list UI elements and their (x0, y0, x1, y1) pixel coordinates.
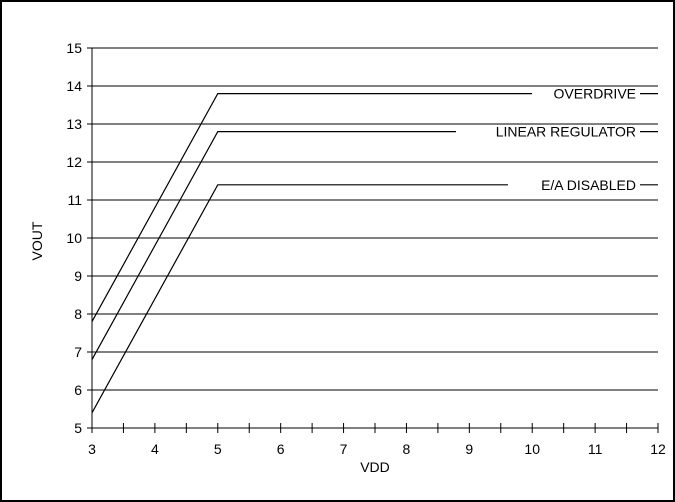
x-tick-label: 9 (465, 441, 473, 457)
series-line (91, 93, 532, 322)
x-tick-label: 6 (277, 441, 285, 457)
y-tick-label: 13 (66, 116, 82, 132)
y-tick-label: 7 (74, 344, 82, 360)
y-tick-label: 6 (74, 382, 82, 398)
y-tick-label: 10 (66, 230, 82, 246)
x-axis-label: VDD (360, 459, 390, 475)
axes (87, 47, 659, 433)
series-label: OVERDRIVE (554, 86, 636, 102)
y-tick-label: 15 (66, 40, 82, 56)
x-tick-label: 10 (524, 441, 540, 457)
series-line (91, 184, 508, 414)
x-tick-label: 8 (403, 441, 411, 457)
series-line (91, 131, 456, 360)
x-tick-label: 5 (214, 441, 222, 457)
x-tick-label: 7 (340, 441, 348, 457)
y-tick-label: 14 (66, 78, 82, 94)
y-tick-label: 12 (66, 154, 82, 170)
series-label: E/A DISABLED (541, 177, 636, 193)
y-tick-label: 9 (74, 268, 82, 284)
y-tick-label: 5 (74, 420, 82, 436)
y-axis-label: VOUT (29, 221, 45, 260)
y-tick-label: 8 (74, 306, 82, 322)
y-tick-label: 11 (67, 192, 82, 208)
series-group (91, 92, 658, 414)
x-tick-label: 4 (151, 441, 159, 457)
x-tick-label: 3 (88, 441, 96, 457)
series-label: LINEAR REGULATOR (496, 124, 636, 140)
x-tick-label: 12 (650, 441, 666, 457)
labels: 5 6 7 8 9 10 11 12 13 14 15 3 4 5 6 7 8 9 10 11 12 OVERDRIVE L… (66, 40, 666, 457)
grid (92, 47, 658, 391)
x-tick-label: 11 (588, 441, 603, 457)
